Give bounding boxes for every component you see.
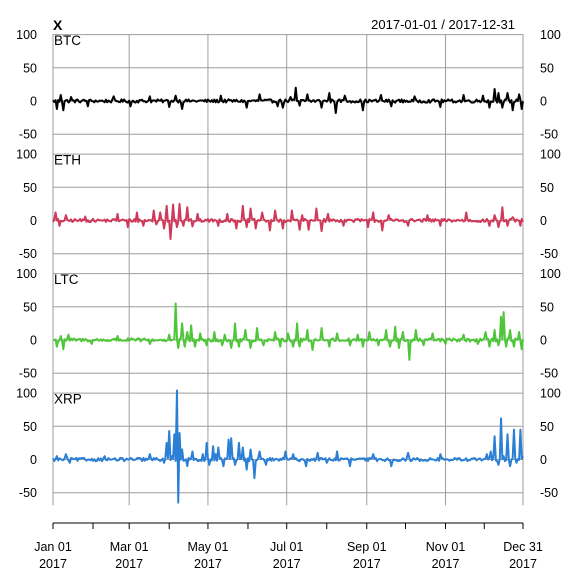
y-tick-label-right: 100	[540, 28, 561, 42]
y-tick-label-right: 100	[540, 267, 561, 281]
y-tick-label-left: -50	[19, 486, 37, 500]
series-line-xrp	[52, 389, 524, 504]
panel-label-ltc: LTC	[54, 272, 79, 287]
y-tick-label-right: 0	[540, 453, 547, 467]
x-tick-label: Mar 01	[110, 540, 149, 554]
date-range-label: 2017-01-01 / 2017-12-31	[371, 17, 515, 32]
series-line-btc	[52, 86, 524, 114]
y-tick-label-left: 100	[16, 28, 37, 42]
y-tick-label-left: 100	[16, 267, 37, 281]
y-tick-label-left: 100	[16, 148, 37, 162]
x-tick-year-label: 2017	[353, 557, 381, 571]
panel-label-btc: BTC	[54, 33, 81, 48]
panel-btc	[52, 86, 524, 114]
panel-eth	[52, 202, 524, 241]
y-tick-label-left: -50	[19, 247, 37, 261]
series-line-ltc	[52, 302, 524, 361]
y-tick-label-right: 50	[540, 61, 554, 75]
y-tick-label-right: -50	[540, 247, 558, 261]
frame-layer	[52, 522, 524, 529]
chart-title: X	[53, 17, 63, 33]
x-tick-year-label: 2017	[273, 557, 301, 571]
y-tick-label-right: 50	[540, 420, 554, 434]
x-tick-year-label: 2017	[194, 557, 222, 571]
x-tick-label: Jan 01	[34, 540, 72, 554]
x-tick-label: May 01	[187, 540, 228, 554]
y-tick-label-left: 100	[16, 387, 37, 401]
x-tick-year-label: 2017	[432, 557, 460, 571]
y-tick-label-right: 0	[540, 334, 547, 348]
y-tick-label-left: 50	[23, 420, 37, 434]
x-tick-label: Nov 01	[426, 540, 466, 554]
y-tick-label-left: -50	[19, 128, 37, 142]
y-tick-label-left: 0	[30, 95, 37, 109]
y-tick-label-left: 50	[23, 181, 37, 195]
panel-xrp	[52, 389, 524, 504]
label-layer: X 2017-01-01 / 2017-12-31 Jan 01 2017 Mar …	[16, 17, 561, 571]
series-layer	[52, 86, 524, 504]
y-tick-label-right: 100	[540, 387, 561, 401]
x-tick-label: Sep 01	[347, 540, 387, 554]
x-tick-year-label: 2017	[509, 557, 537, 571]
x-tick-label: Dec 31	[503, 540, 543, 554]
panel-label-eth: ETH	[54, 153, 81, 168]
y-tick-label-right: -50	[540, 367, 558, 381]
grid-layer	[52, 34, 524, 506]
y-tick-label-right: 0	[540, 214, 547, 228]
x-axis	[52, 522, 524, 529]
y-tick-label-right: 0	[540, 95, 547, 109]
y-tick-label-left: 0	[30, 334, 37, 348]
y-tick-label-left: 0	[30, 214, 37, 228]
y-tick-label-right: 50	[540, 181, 554, 195]
y-tick-label-left: 0	[30, 453, 37, 467]
y-tick-label-right: 100	[540, 148, 561, 162]
x-tick-label: Jul 01	[270, 540, 303, 554]
y-tick-label-right: 50	[540, 300, 554, 314]
series-line-eth	[52, 202, 524, 241]
x-tick-year-label: 2017	[115, 557, 143, 571]
y-tick-label-left: 50	[23, 300, 37, 314]
x-tick-year-label: 2017	[39, 557, 67, 571]
panel-label-xrp: XRP	[54, 392, 82, 407]
y-tick-label-left: 50	[23, 61, 37, 75]
panel-ltc	[52, 302, 524, 361]
y-tick-label-right: -50	[540, 128, 558, 142]
y-tick-label-left: -50	[19, 367, 37, 381]
y-tick-label-right: -50	[540, 486, 558, 500]
